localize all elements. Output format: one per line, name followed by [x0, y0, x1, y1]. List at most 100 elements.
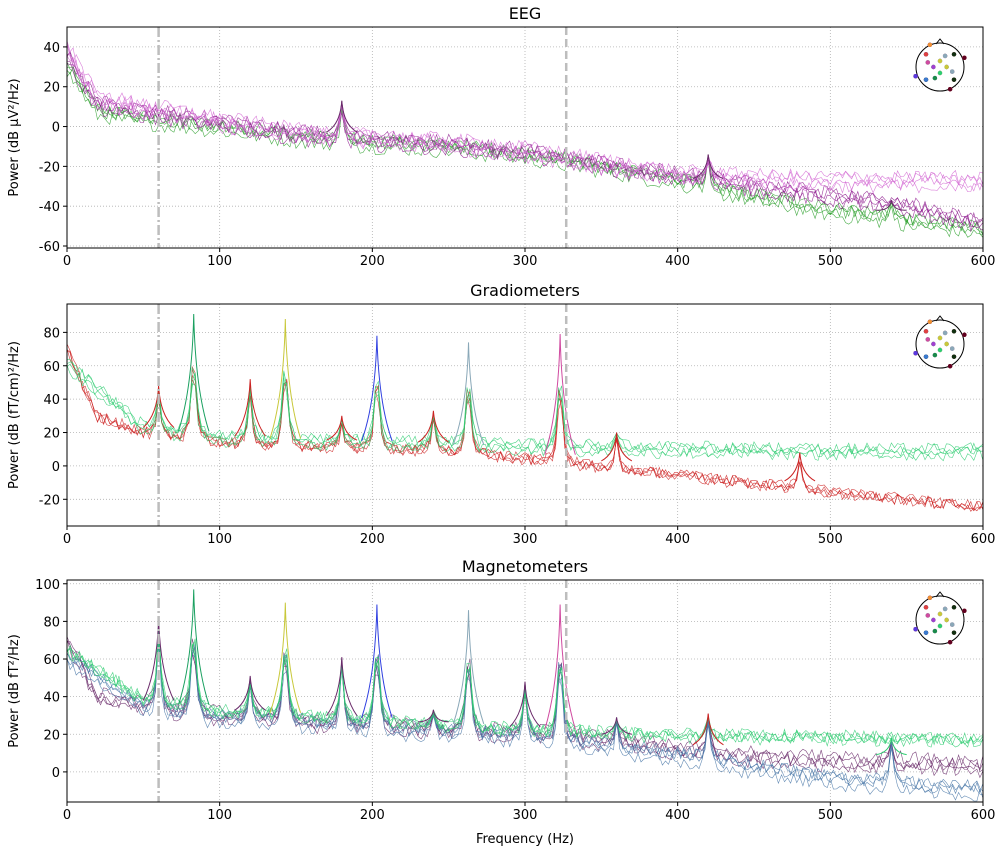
series-trace-baseline [67, 348, 983, 512]
series-trace-flat-tail [67, 363, 983, 460]
sensor-dot [932, 628, 938, 634]
chart-2: 0 100 200 300 400 500 600 0 20 40 60 80 100 Magnetome… [7, 557, 995, 847]
y-tick-label: 20 [43, 81, 60, 96]
peak-mark [784, 452, 816, 482]
sensor-dot [944, 341, 949, 347]
sensor-dot [923, 605, 929, 610]
x-tick-label: 300 [513, 532, 538, 547]
sensor-dot [937, 70, 943, 76]
sensor-dot [937, 611, 943, 617]
series-trace-flat-tail [67, 358, 983, 455]
peak-mark [177, 589, 210, 705]
sensor-dot [944, 64, 949, 70]
y-tick-label: 20 [43, 728, 60, 743]
x-tick-label: 0 [63, 254, 71, 269]
sensor-dot [951, 329, 957, 334]
head-nose [935, 38, 945, 45]
x-tick-label: 200 [360, 808, 385, 823]
sensor-dot [951, 354, 957, 359]
peak-mark [326, 657, 358, 717]
sensor-dot [947, 640, 953, 645]
sensor-dot [937, 347, 943, 353]
y-tick-label: 40 [43, 393, 60, 408]
chart-title: EEG [509, 4, 542, 23]
sensor-dot [942, 606, 948, 612]
peak-mark [452, 342, 485, 445]
x-tick-label: 500 [818, 254, 843, 269]
x-tick-label: 0 [63, 808, 71, 823]
sensor-dot [931, 64, 936, 70]
head-nose [935, 591, 945, 598]
y-tick-label: -20 [39, 160, 60, 175]
sensor-dot [927, 319, 933, 324]
sensor-dot [932, 352, 938, 358]
y-tick-label: 20 [43, 427, 60, 442]
peak-mark [452, 610, 485, 725]
sensor-dot [947, 364, 953, 369]
series-trace-mean-3 [67, 40, 983, 185]
peak-mark [269, 602, 302, 713]
sensor-layout-topomap [913, 591, 967, 645]
y-tick-label: 60 [43, 360, 60, 375]
y-tick-label: 60 [43, 653, 60, 668]
sensor-dot [925, 60, 930, 65]
peak-mark [234, 675, 266, 711]
x-tick-label: 300 [513, 254, 538, 269]
series-trace-flat-tail [67, 361, 983, 455]
y-tick-label: -20 [39, 493, 60, 508]
x-tick-label: 200 [360, 532, 385, 547]
y-tick-label: 0 [52, 460, 60, 475]
sensor-dot [923, 329, 929, 334]
x-tick-label: 100 [207, 808, 232, 823]
peak-mark [361, 604, 393, 718]
sensor-dot [950, 622, 955, 627]
sensor-dot [962, 55, 967, 60]
chart-title: Gradiometers [470, 281, 580, 300]
chart-title: Magnetometers [462, 557, 588, 576]
y-tick-label: 0 [52, 766, 60, 781]
plot-area [67, 589, 983, 802]
sensor-dot [925, 613, 930, 618]
x-tick-label: 100 [207, 532, 232, 547]
x-tick-label: 400 [665, 254, 690, 269]
peak-mark [544, 604, 576, 730]
y-tick-label: 80 [43, 615, 60, 630]
peak-mark [601, 432, 633, 462]
sensor-dot [923, 52, 929, 57]
chart-1: 0 100 200 300 400 500 600 -20 0 20 40 60 80 Gradiomet… [7, 281, 995, 547]
y-tick-label: -60 [39, 240, 60, 255]
peak-mark [601, 717, 632, 735]
peak-mark [361, 335, 393, 442]
sensor-dot [951, 630, 957, 635]
head-outline [915, 595, 965, 645]
x-tick-label: 100 [207, 254, 232, 269]
peak-mark [876, 737, 907, 756]
sensor-layout-topomap [913, 315, 967, 369]
peak-mark [692, 154, 724, 180]
sensor-dot [927, 42, 933, 47]
peak-mark [417, 410, 449, 443]
x-tick-label: 400 [665, 808, 690, 823]
head-outline [915, 319, 965, 369]
sensor-dot [951, 605, 957, 610]
series-trace-mean-2 [67, 60, 983, 233]
y-tick-label: 80 [43, 326, 60, 341]
peak-mark [544, 334, 576, 455]
sensor-dot [942, 53, 948, 59]
sensor-dot [923, 354, 929, 359]
peak-mark [269, 319, 302, 439]
x-tick-label: 600 [971, 532, 996, 547]
y-tick-label: -40 [39, 200, 60, 215]
sensor-dot [913, 351, 918, 356]
x-tick-label: 200 [360, 254, 385, 269]
series-trace-baseline [67, 349, 983, 512]
x-tick-label: 400 [665, 532, 690, 547]
sensor-dot [925, 337, 930, 342]
x-tick-label: 600 [971, 808, 996, 823]
sensor-dot [937, 335, 943, 341]
series-trace-mean-3 [67, 44, 983, 192]
peak-mark [509, 681, 541, 728]
x-axis-label: Frequency (Hz) [476, 832, 574, 847]
y-axis-label: Power (dB fT²/Hz) [7, 634, 22, 748]
